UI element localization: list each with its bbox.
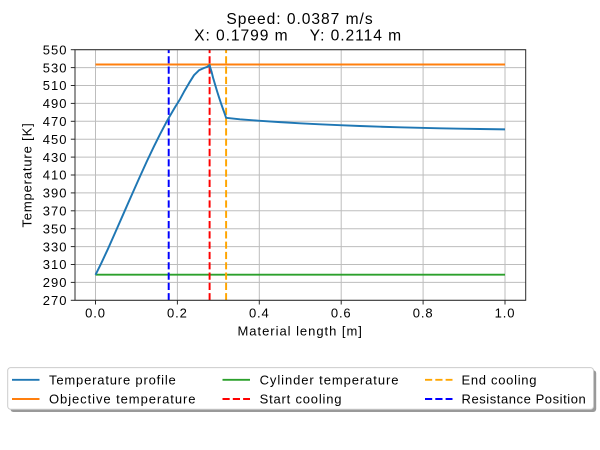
svg-text:470: 470 [43,114,68,129]
svg-text:310: 310 [43,257,68,272]
svg-text:0.4: 0.4 [249,305,270,320]
svg-text:Start cooling: Start cooling [260,392,343,407]
svg-text:330: 330 [43,239,68,254]
svg-text:1.0: 1.0 [495,305,516,320]
svg-text:270: 270 [43,293,68,308]
svg-text:410: 410 [43,168,68,183]
svg-text:0.2: 0.2 [167,305,188,320]
svg-text:450: 450 [43,132,68,147]
svg-text:Temperature [K]: Temperature [K] [20,122,35,227]
svg-text:390: 390 [43,186,68,201]
svg-text:530: 530 [43,60,68,75]
svg-text:0.0: 0.0 [85,305,106,320]
svg-text:Speed: 0.0387 m/s: Speed: 0.0387 m/s [226,11,373,28]
svg-text:370: 370 [43,204,68,219]
svg-text:0.6: 0.6 [331,305,352,320]
svg-text:510: 510 [43,78,68,93]
svg-text:Temperature profile: Temperature profile [49,372,177,387]
svg-text:490: 490 [43,96,68,111]
svg-text:430: 430 [43,150,68,165]
svg-text:0.8: 0.8 [413,305,434,320]
svg-text:End cooling: End cooling [462,372,538,387]
svg-text:Material length [m]: Material length [m] [238,324,363,339]
svg-text:350: 350 [43,221,68,236]
svg-text:X: 0.1799 m Y: 0.2114 m: X: 0.1799 m Y: 0.2114 m [194,28,402,45]
svg-text:Cylinder temperature: Cylinder temperature [260,372,400,387]
svg-text:290: 290 [43,275,68,290]
svg-text:Resistance Position: Resistance Position [462,392,587,407]
svg-text:550: 550 [43,42,68,57]
svg-text:Objective temperature: Objective temperature [49,392,196,407]
